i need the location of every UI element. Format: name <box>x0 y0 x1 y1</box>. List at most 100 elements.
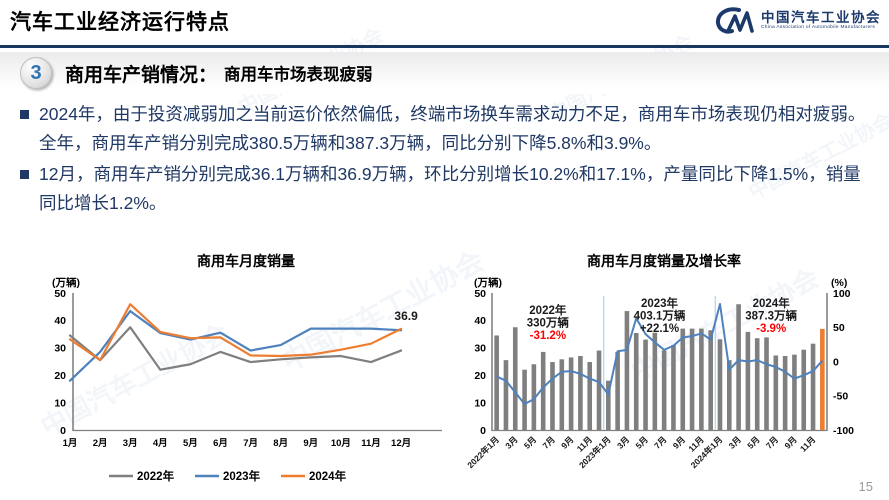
year-annotation-line: 2022年 <box>529 303 567 317</box>
x-tick-label: 7月 <box>540 434 556 450</box>
sales-bar <box>726 360 732 430</box>
org-name-cn: 中国汽车工业协会 <box>761 9 881 25</box>
sales-bar <box>680 328 686 430</box>
right-y-tick-label: 100 <box>833 288 851 300</box>
x-tick-label: 7月 <box>243 438 258 449</box>
sales-bar <box>624 311 630 430</box>
sales-bar <box>792 354 797 430</box>
y-tick-label: 0 <box>60 425 66 437</box>
page-number: 15 <box>858 479 873 494</box>
right-y-tick-label: -50 <box>833 391 848 403</box>
sales-bar <box>717 339 723 430</box>
right-y-tick-label: -100 <box>833 425 854 437</box>
x-tick-label: 3月 <box>123 438 138 449</box>
y-tick-label: 40 <box>54 315 66 327</box>
sales-bar <box>754 338 760 430</box>
x-tick-label: 3月 <box>727 434 743 450</box>
x-tick-label: 4月 <box>153 438 168 449</box>
sales-bar <box>699 328 704 430</box>
x-tick-label: 2022年1月 <box>465 434 501 470</box>
year-annotation-pct: +22.1% <box>640 323 679 335</box>
x-tick-label: 3月 <box>503 434 519 450</box>
bullet-marker-icon <box>20 170 29 179</box>
sales-bar <box>661 350 667 430</box>
y-tick-label: 20 <box>54 370 66 382</box>
year-annotation-line: 2024年 <box>753 296 791 310</box>
x-tick-label: 7月 <box>652 434 668 450</box>
sales-bar <box>559 359 565 430</box>
y-tick-label: 10 <box>54 397 66 409</box>
monthly-sales-line-chart: 商用车月度销量 (万辆) 0 10 20 30 40 50 1月 2月 3月 4月 5月 6月 7月 8月 9月… <box>52 253 442 483</box>
sales-bar <box>522 369 527 430</box>
series-line-2023年 <box>68 309 403 382</box>
x-tick-label: 11月 <box>798 434 817 453</box>
x-tick-label: 1月 <box>63 438 78 449</box>
section-header: 3 商用车产销情况： 商用车市场表现疲弱 <box>0 52 889 94</box>
y-tick-label: 50 <box>54 288 66 300</box>
series-line-2024年 <box>68 303 403 362</box>
sales-bar <box>745 331 751 430</box>
left-axis-unit-label: (万辆) <box>474 276 502 289</box>
sales-bar <box>689 328 695 430</box>
org-name-en: China Association of Automobile Manufact… <box>761 24 876 30</box>
sales-bar <box>764 337 769 430</box>
sales-bar <box>801 349 807 430</box>
x-tick-label: 9月 <box>671 434 687 450</box>
org-logo-text: 中国汽车工业协会 China Association of Automobile… <box>761 10 881 31</box>
sales-bar <box>550 362 555 430</box>
section-title-sub: 商用车市场表现疲弱 <box>224 66 373 84</box>
x-tick-label: 7月 <box>764 434 780 450</box>
right-axis-unit-label: (%) <box>831 277 847 289</box>
sales-bar <box>643 339 648 430</box>
bullet-text: 12月，商用车产销分别完成36.1万辆和36.9万辆，环比分别增长10.2%和1… <box>39 164 861 213</box>
sales-bar <box>782 356 788 430</box>
section-number-badge: 3 <box>20 57 52 89</box>
bullet-item: 12月，商用车产销分别完成36.1万辆和36.9万辆，环比分别增长10.2%和1… <box>20 160 876 218</box>
sales-bar <box>820 328 825 430</box>
x-tick-label: 3月 <box>615 434 631 450</box>
bullet-marker-icon <box>20 110 29 119</box>
chart-sales-and-growth: 商用车月度销量及增长率 (万辆) (%) 0 10 20 30 40 50 100 50 0 -50 -1… <box>452 250 886 500</box>
left-y-tick-label: 50 <box>474 288 486 300</box>
year-annotation-pct: -3.9% <box>756 323 786 335</box>
x-tick-label: 5月 <box>183 438 198 449</box>
legend-label: 2024年 <box>309 469 347 483</box>
x-tick-label: 9月 <box>303 438 318 449</box>
section-number: 3 <box>30 61 42 84</box>
sales-bar <box>736 304 741 430</box>
left-y-tick-label: 30 <box>474 343 486 355</box>
sales-bar <box>810 343 816 430</box>
right-y-tick-label: 0 <box>833 356 839 368</box>
left-y-tick-label: 40 <box>474 315 486 327</box>
sales-bar <box>578 356 583 430</box>
x-tick-label: 10月 <box>331 438 351 449</box>
sales-bar <box>568 357 574 430</box>
sales-bar <box>633 333 639 430</box>
legend-label: 2023年 <box>223 469 261 483</box>
org-logo: 中国汽车工业协会 China Association of Automobile… <box>713 5 881 35</box>
growth-line <box>496 302 824 405</box>
section-title-main: 商用车产销情况： <box>65 64 218 86</box>
cm-logo-icon <box>715 7 754 34</box>
chart-title: 商用车月度销量 <box>197 253 295 269</box>
right-y-tick-label: 50 <box>833 322 845 334</box>
year-annotation-line: 403.1万辆 <box>634 309 686 323</box>
sales-bar <box>652 332 658 430</box>
sales-bar <box>494 335 499 430</box>
y-tick-label: 30 <box>54 343 66 355</box>
x-tick-label: 5月 <box>634 434 650 450</box>
x-tick-label: 5月 <box>522 434 538 450</box>
left-y-tick-label: 10 <box>474 397 486 409</box>
sales-bar <box>503 360 509 430</box>
chart-title: 商用车月度销量及增长率 <box>587 253 741 269</box>
y-axis-unit-label: (万辆) <box>52 276 80 289</box>
sales-bar <box>615 351 620 430</box>
sales-bar <box>512 327 518 430</box>
sales-bar <box>540 351 546 430</box>
x-tick-label: 12月 <box>391 438 411 449</box>
x-tick-label: 9月 <box>782 434 798 450</box>
header-divider <box>0 45 889 48</box>
sales-bar <box>773 355 779 430</box>
legend-label: 2022年 <box>137 469 175 483</box>
